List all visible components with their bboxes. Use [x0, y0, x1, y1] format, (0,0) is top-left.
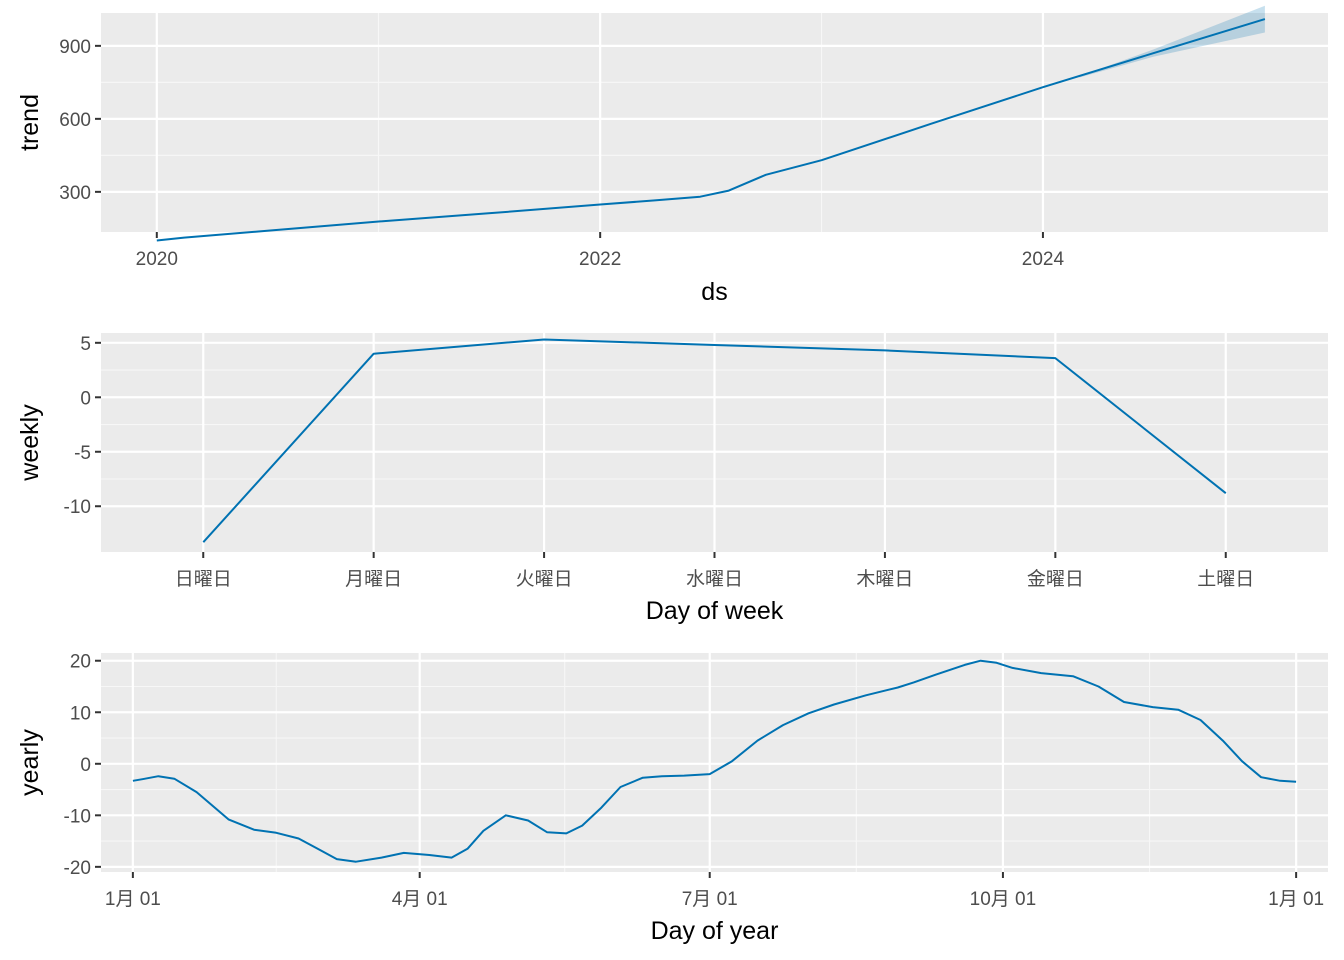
x-tick-label: 1月 01: [1268, 889, 1324, 910]
series-line-trend: [156, 18, 1266, 242]
series-line-weekly: [202, 338, 1227, 543]
y-tick-label: 900: [59, 37, 91, 58]
x-axis-title: Day of week: [646, 597, 784, 625]
x-tick-label: 月曜日: [345, 569, 402, 590]
x-axis-title: Day of year: [651, 917, 779, 945]
y-tick-label: 300: [59, 183, 91, 204]
x-tick-label: 7月 01: [682, 889, 738, 910]
y-tick-label: 10: [70, 703, 91, 724]
x-tick-label: 土曜日: [1197, 568, 1254, 590]
panel-background: [101, 13, 1328, 232]
chart-panel-weekly: -10 -5 0 5 日曜日 月曜日 火曜日 水曜日 木曜日 金曜日 土曜日 Day of week w…: [16, 333, 1328, 625]
chart-panel-trend: 300 600 900 2020 2022 2024 ds trend: [16, 5, 1328, 306]
y-tick-label: 0: [80, 755, 91, 776]
panel-background: [101, 653, 1328, 872]
y-tick-label: 20: [70, 652, 91, 673]
x-tick-label: 2020: [136, 249, 178, 270]
x-tick-label: 水曜日: [686, 568, 743, 590]
x-tick-label: 2024: [1022, 249, 1065, 270]
series-line-yearly: [132, 659, 1297, 863]
x-tick-label: 1月 01: [105, 889, 161, 910]
chart-panel-yearly: -20 -10 0 10 20 1月 01 4月 01 7月 01 10月 01 1月 01 Day…: [16, 652, 1328, 945]
y-tick-label: -5: [74, 443, 91, 464]
y-tick-label: -10: [64, 497, 91, 518]
x-tick-label: 4月 01: [392, 889, 448, 910]
y-tick-label: 600: [59, 110, 91, 131]
x-tick-label: 金曜日: [1027, 568, 1084, 590]
y-tick-label: 0: [80, 388, 91, 409]
y-axis-title: weekly: [16, 404, 44, 482]
x-axis-title: ds: [701, 278, 727, 306]
x-tick-label: 2022: [579, 249, 621, 270]
y-tick-label: 5: [80, 334, 91, 355]
y-axis-title: yearly: [16, 729, 44, 796]
y-axis-title: trend: [16, 94, 44, 151]
x-tick-label: 日曜日: [175, 569, 232, 590]
y-tick-label: -10: [64, 806, 91, 827]
y-tick-label: -20: [64, 858, 91, 879]
x-tick-label: 木曜日: [856, 568, 913, 590]
x-tick-label: 火曜日: [516, 569, 573, 590]
uncertainty-band: [1079, 5, 1265, 78]
x-tick-label: 10月 01: [970, 889, 1037, 910]
